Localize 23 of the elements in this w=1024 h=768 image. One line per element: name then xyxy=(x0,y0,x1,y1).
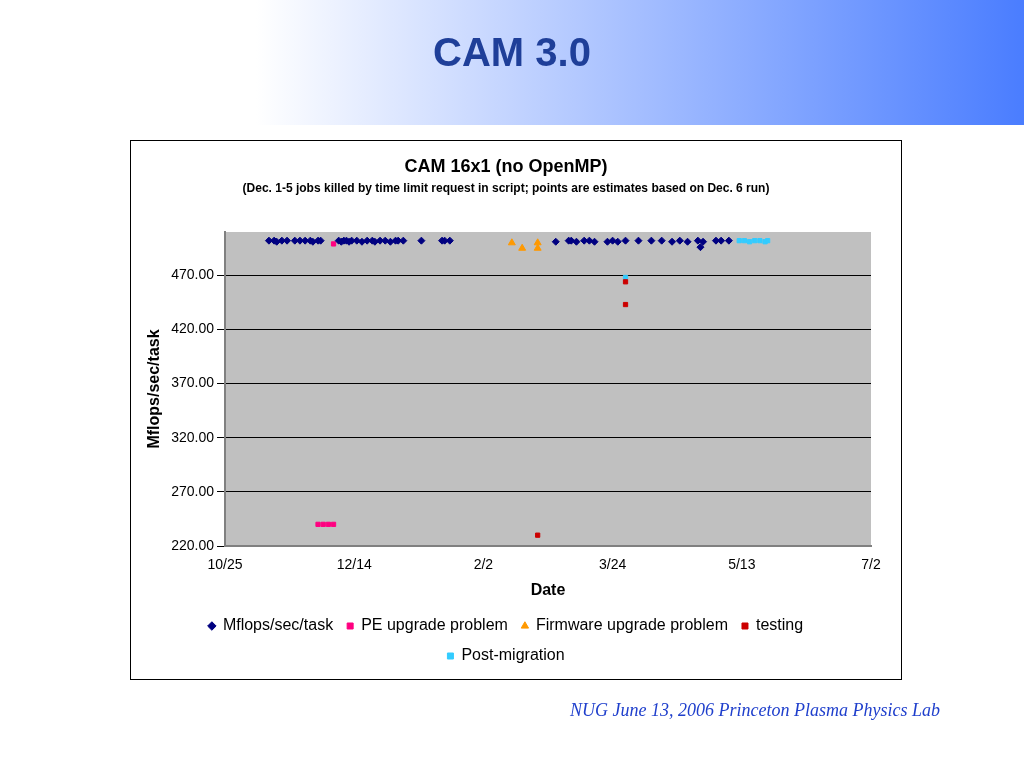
chart-title: CAM 16x1 (no OpenMP) xyxy=(404,155,608,176)
text: NUG June 13, 2006 Princeton Plasma Physics Lab xyxy=(570,700,940,721)
chart-subtitle: (Dec. 1-5 jobs killed by time limit request in script; points are estimates based on Dec. 6 run) xyxy=(242,181,770,196)
y-tick-label: 220.00 xyxy=(171,536,215,553)
x-tick-label: 7/2 xyxy=(861,556,881,573)
y-tick-label: 270.00 xyxy=(171,482,215,499)
x-tick-label: 5/13 xyxy=(728,556,756,573)
text: CAM 3.0 xyxy=(432,30,592,75)
y-tick-label: 420.00 xyxy=(171,320,215,337)
legend-label: Firmware upgrade problem xyxy=(535,616,728,634)
x-tick-label: 10/25 xyxy=(207,556,243,573)
legend-label: testing xyxy=(755,616,804,634)
x-axis-title: Date xyxy=(530,580,566,598)
y-tick-label: 370.00 xyxy=(171,374,215,391)
x-tick-label: 3/24 xyxy=(598,556,627,573)
legend-label: Post-migration xyxy=(461,646,565,664)
y-tick-label: 320.00 xyxy=(171,428,215,445)
x-tick-label: 12/14 xyxy=(336,556,372,573)
x-tick-label: 2/2 xyxy=(473,556,494,573)
legend-label: Mflops/sec/task xyxy=(222,616,335,634)
y-tick-label: 470.00 xyxy=(171,266,215,283)
y-axis-title: Mflops/sec/task xyxy=(145,329,163,449)
legend-label: PE upgrade problem xyxy=(361,616,508,634)
